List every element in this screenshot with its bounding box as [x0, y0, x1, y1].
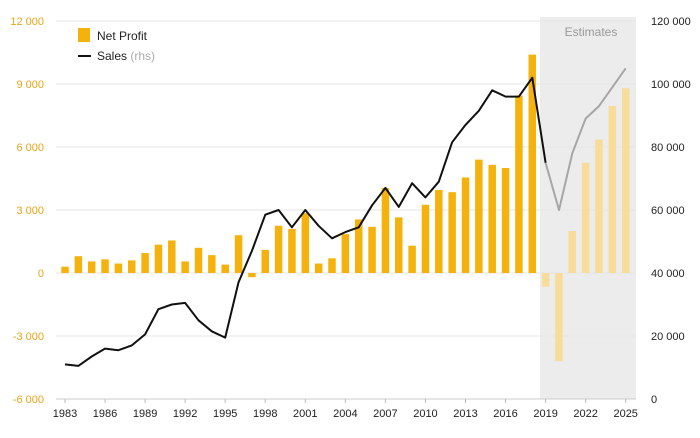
left-axis-tick-label: 6 000 — [16, 142, 44, 154]
left-axis-tick-label: 12 000 — [10, 16, 44, 28]
net-profit-bar — [261, 249, 269, 273]
left-axis-tick-label: 0 — [38, 268, 44, 280]
net-profit-bar — [181, 261, 189, 273]
net-profit-bar — [248, 273, 256, 278]
estimates-label: Estimates — [565, 25, 618, 39]
net-profit-bar — [395, 217, 403, 273]
net-profit-bar — [488, 164, 496, 273]
net-profit-bar — [475, 159, 483, 273]
left-axis-tick-label: 9 000 — [16, 79, 44, 91]
net-profit-bar — [555, 273, 563, 362]
x-axis-tick-label: 2019 — [533, 408, 557, 420]
net-profit-bar — [528, 54, 536, 273]
x-axis-tick-label: 2022 — [573, 408, 597, 420]
right-axis-tick-label: 0 — [651, 394, 657, 406]
net-profit-bar — [435, 190, 443, 273]
net-profit-bar — [274, 225, 283, 273]
legend-swatch-net-profit — [78, 28, 90, 42]
left-axis-tick-label: -3 000 — [13, 331, 44, 343]
x-axis-tick-label: 1998 — [253, 408, 277, 420]
net-profit-bar — [234, 235, 243, 273]
net-profit-bar — [128, 260, 136, 273]
gridlines — [56, 20, 636, 337]
net-profit-bar — [568, 231, 577, 273]
sales-line-layer — [64, 67, 627, 367]
x-axis-tick-label: 2010 — [413, 408, 437, 420]
sales-line-estimate — [544, 67, 627, 211]
left-axis-tick-label: -6 000 — [13, 394, 44, 406]
legend-label-sales-suffix: (rhs) — [130, 49, 155, 63]
legend-label-net-profit: Net Profit — [97, 29, 148, 43]
legend: Net Profit Sales (rhs) — [78, 28, 155, 63]
x-axis-tick-label: 2016 — [493, 408, 517, 420]
right-axis-tick-label: 100 000 — [651, 79, 691, 91]
net-profit-bar — [341, 234, 350, 273]
net-profit-bar — [461, 177, 470, 273]
left-axis-tick-label: 3 000 — [16, 205, 44, 217]
net-profit-bar — [154, 244, 163, 273]
legend-label-sales-name: Sales — [97, 49, 127, 63]
x-axis-tick-label: 1995 — [213, 408, 237, 420]
net-profit-bar — [74, 256, 83, 273]
net-profit-bar — [221, 264, 229, 273]
net-profit-bar — [208, 255, 216, 273]
net-profit-bar — [621, 88, 630, 273]
net-profit-bar — [87, 261, 96, 273]
x-axis-tick-label: 1992 — [173, 408, 197, 420]
net-profit-bar — [368, 226, 376, 273]
net-profit-bar — [114, 263, 123, 273]
right-axis-tick-label: 40 000 — [651, 268, 685, 280]
legend-label-sales: Sales (rhs) — [97, 49, 155, 63]
net-profit-bar — [354, 219, 363, 273]
net-profit-bar — [448, 192, 456, 273]
right-axis-tick-label: 120 000 — [651, 16, 691, 28]
net-profit-bar — [515, 95, 523, 273]
net-profit-bar — [501, 168, 510, 273]
net-profit-bar — [608, 106, 617, 273]
net-profit-bar — [595, 139, 603, 273]
x-axis-tick-label: 2001 — [293, 408, 317, 420]
net-profit-bar — [381, 187, 390, 273]
x-axis-tick-label: 2025 — [613, 408, 637, 420]
net-profit-bars — [61, 54, 630, 362]
axes-labels: 12 000 9 000 6 000 3 000 0 -3 000 -6 000 120 00… — [10, 16, 690, 420]
net-profit-bar — [61, 266, 69, 273]
net-profit-bar — [168, 240, 176, 273]
net-profit-bar — [288, 228, 296, 273]
net-profit-bar — [194, 247, 203, 273]
net-profit-bar — [581, 162, 590, 273]
x-axis-tick-label: 2007 — [373, 408, 397, 420]
net-profit-bar — [101, 259, 109, 273]
net-profit-bar — [301, 213, 310, 273]
right-axis-tick-label: 80 000 — [651, 142, 685, 154]
net-profit-bar — [314, 263, 323, 273]
sales-line-actual — [64, 76, 547, 367]
net-profit-bar — [408, 245, 416, 273]
net-profit-bar — [328, 258, 336, 273]
x-axis-tick-label: 1986 — [93, 408, 117, 420]
right-axis-tick-label: 60 000 — [651, 205, 685, 217]
x-axis-tick-label: 1983 — [53, 408, 77, 420]
net-profit-bar — [141, 253, 149, 273]
x-axis-tick-label: 1989 — [133, 408, 157, 420]
net-profit-bar — [541, 273, 550, 287]
net-profit-bar — [421, 204, 430, 273]
x-axis-tick-label: 2013 — [453, 408, 477, 420]
right-axis-tick-label: 20 000 — [651, 331, 685, 343]
x-axis-tick-label: 2004 — [333, 408, 357, 420]
